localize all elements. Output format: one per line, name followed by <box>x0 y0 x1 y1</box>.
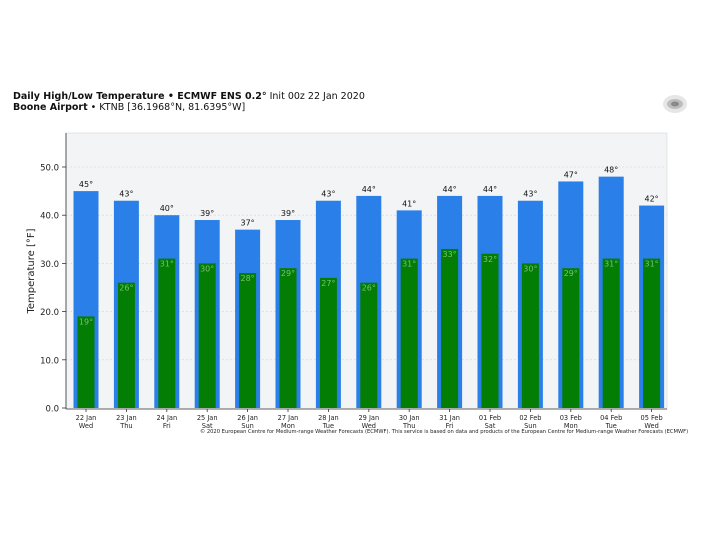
low-data-label: 31° <box>645 260 659 269</box>
ecmwf-logo-icon <box>663 95 687 113</box>
high-data-label: 42° <box>645 195 659 204</box>
credit-text: © 2020 European Centre for Medium-range … <box>200 429 689 435</box>
x-tick-label-date: 04 Feb <box>600 414 622 422</box>
high-data-label: 43° <box>321 190 335 199</box>
x-tick-label-date: 27 Jan <box>278 414 299 422</box>
x-tick-label-day: Wed <box>644 422 658 430</box>
high-data-label: 48° <box>604 166 618 175</box>
y-tick-label: 10.0 <box>40 356 59 366</box>
low-bar <box>441 248 459 408</box>
low-bar <box>602 258 620 408</box>
high-data-label: 39° <box>200 209 214 218</box>
low-bar <box>400 258 418 408</box>
x-tick-label-day: Sat <box>485 422 496 430</box>
title-line-2: Boone Airport • KTNB [36.1968°N, 81.6395… <box>13 102 246 113</box>
x-tick-label-day: Mon <box>564 422 578 430</box>
x-tick-label-date: 31 Jan <box>439 414 460 422</box>
x-tick-label-date: 23 Jan <box>116 414 137 422</box>
x-tick-label-day: Thu <box>402 422 415 430</box>
low-data-label: 26° <box>362 284 376 293</box>
low-bar <box>198 263 216 408</box>
high-data-label: 41° <box>402 199 416 208</box>
low-data-label: 28° <box>241 274 255 283</box>
low-bar <box>239 273 257 408</box>
x-tick-label-day: Tue <box>322 422 334 430</box>
low-data-label: 19° <box>79 317 93 326</box>
x-tick-label-date: 03 Feb <box>560 414 582 422</box>
high-data-label: 43° <box>119 190 133 199</box>
low-data-label: 26° <box>119 284 133 293</box>
high-data-label: 47° <box>564 170 578 179</box>
low-bar <box>360 282 378 408</box>
chart-title: Daily High/Low Temperature • ECMWF ENS 0… <box>13 91 365 113</box>
x-tick-label-date: 01 Feb <box>479 414 501 422</box>
low-data-label: 30° <box>523 264 537 273</box>
high-data-label: 39° <box>281 209 295 218</box>
low-bar <box>481 253 499 408</box>
x-tick-label-date: 05 Feb <box>641 414 663 422</box>
x-tick-label-day: Fri <box>163 422 171 430</box>
title-line-1: Daily High/Low Temperature • ECMWF ENS 0… <box>13 91 365 102</box>
high-data-label: 37° <box>241 219 255 228</box>
x-tick-label-date: 25 Jan <box>197 414 218 422</box>
low-bar <box>77 316 95 408</box>
x-tick-label-day: Sat <box>202 422 213 430</box>
x-tick-label-date: 22 Jan <box>76 414 97 422</box>
low-data-label: 31° <box>402 260 416 269</box>
y-tick-label: 50.0 <box>40 164 59 174</box>
x-tick-label-date: 02 Feb <box>519 414 541 422</box>
x-tick-label-day: Thu <box>119 422 132 430</box>
x-tick-label-day: Sun <box>241 422 254 430</box>
x-tick-label-day: Tue <box>605 422 617 430</box>
low-data-label: 27° <box>321 279 335 288</box>
low-data-label: 31° <box>604 260 618 269</box>
y-tick-label: 0.0 <box>45 405 59 415</box>
y-tick-label: 20.0 <box>40 308 59 318</box>
x-tick-label-day: Wed <box>79 422 93 430</box>
low-bar <box>562 268 580 408</box>
x-tick-label-day: Sun <box>524 422 537 430</box>
high-data-label: 43° <box>523 190 537 199</box>
low-data-label: 33° <box>443 250 457 259</box>
high-data-label: 44° <box>443 185 457 194</box>
x-tick-label-date: 30 Jan <box>399 414 420 422</box>
x-tick-label-date: 29 Jan <box>358 414 379 422</box>
low-bar <box>158 258 176 408</box>
x-tick-label-date: 26 Jan <box>237 414 258 422</box>
high-data-label: 44° <box>483 185 497 194</box>
low-data-label: 29° <box>564 269 578 278</box>
x-tick-label-day: Fri <box>446 422 454 430</box>
high-data-label: 40° <box>160 204 174 213</box>
low-data-label: 31° <box>160 260 174 269</box>
x-tick-label-day: Mon <box>281 422 295 430</box>
x-tick-label-day: Wed <box>362 422 376 430</box>
low-bar <box>319 277 337 408</box>
low-bar <box>279 268 297 408</box>
y-axis-label: Temperature [°F] <box>26 228 37 314</box>
low-data-label: 30° <box>200 264 214 273</box>
low-bar <box>521 263 539 408</box>
high-data-label: 44° <box>362 185 376 194</box>
y-tick-label: 30.0 <box>40 260 59 270</box>
low-data-label: 29° <box>281 269 295 278</box>
x-tick-label-date: 28 Jan <box>318 414 339 422</box>
x-tick-label-date: 24 Jan <box>156 414 177 422</box>
low-bar <box>643 258 661 408</box>
high-data-label: 45° <box>79 180 93 189</box>
low-bar <box>117 282 135 408</box>
y-tick-label: 40.0 <box>40 212 59 222</box>
low-data-label: 32° <box>483 255 497 264</box>
